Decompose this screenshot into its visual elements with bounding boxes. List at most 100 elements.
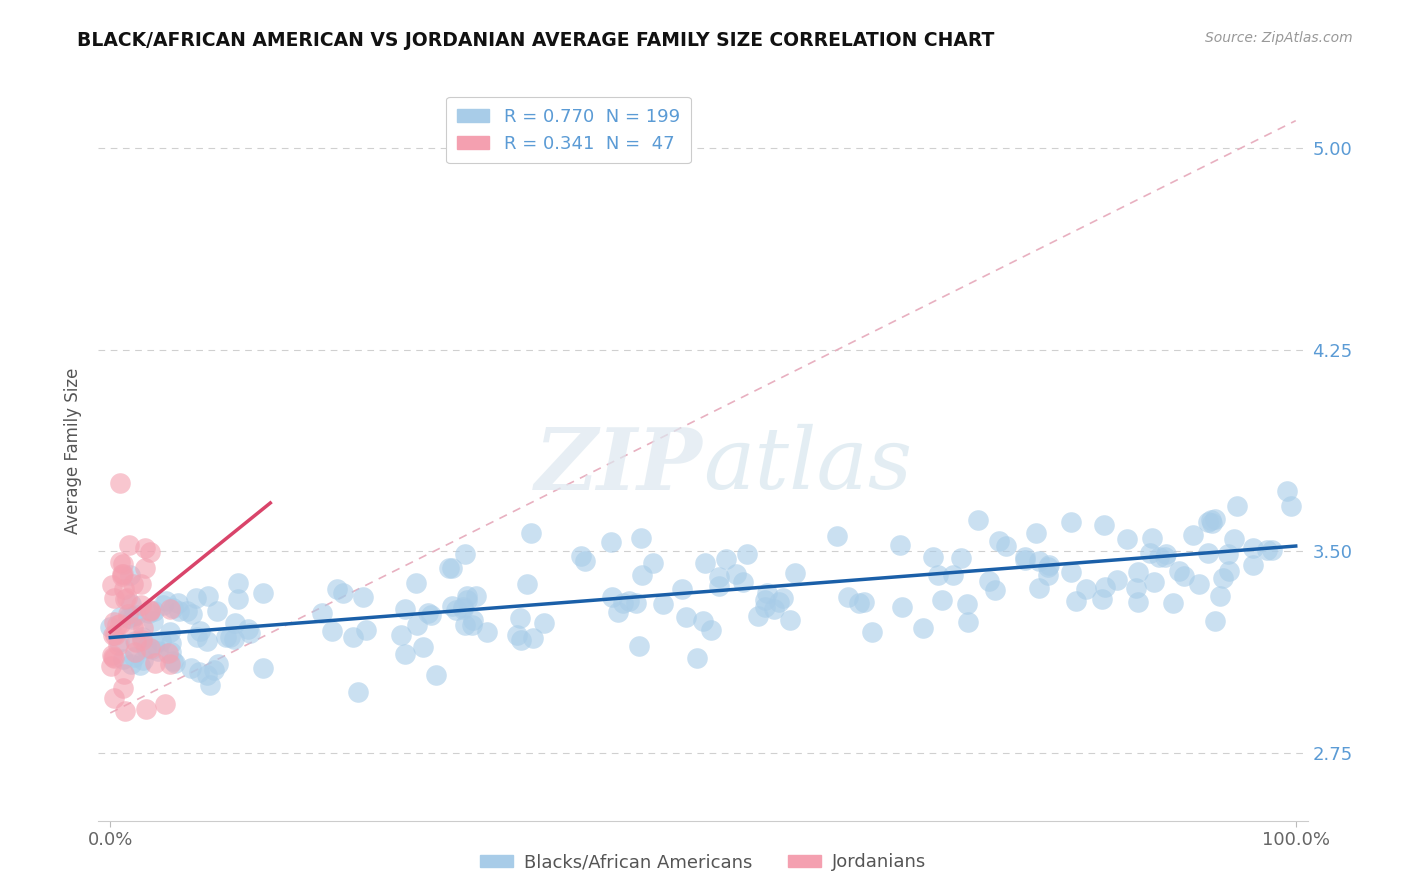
Point: [967, 513, 990, 527]
Point: [101, 628, 124, 642]
Point: [425, 668, 447, 682]
Point: [138, 606, 160, 620]
Point: [599, 534, 621, 549]
Point: [143, 637, 166, 651]
Point: [890, 599, 912, 614]
Point: [1279, 499, 1302, 513]
Point: [1154, 547, 1177, 561]
Point: [987, 534, 1010, 549]
Point: [131, 576, 153, 591]
Point: [252, 586, 274, 600]
Point: [100, 659, 122, 673]
Point: [533, 615, 555, 630]
Point: [139, 640, 162, 655]
Point: [475, 624, 498, 639]
Point: [1197, 516, 1219, 530]
Point: [160, 645, 183, 659]
Point: [124, 633, 146, 648]
Point: [103, 651, 125, 665]
Point: [1188, 576, 1211, 591]
Point: [725, 566, 748, 581]
Point: [347, 685, 370, 699]
Point: [837, 590, 859, 604]
Point: [1226, 500, 1249, 514]
Point: [652, 597, 675, 611]
Point: [1014, 553, 1036, 567]
Point: [1163, 596, 1185, 610]
Point: [956, 597, 979, 611]
Point: [456, 593, 478, 607]
Point: [103, 690, 125, 705]
Point: [159, 657, 181, 671]
Point: [768, 595, 790, 609]
Point: [111, 566, 134, 581]
Point: [1218, 564, 1240, 578]
Point: [195, 668, 218, 682]
Point: [1241, 541, 1264, 556]
Point: [451, 602, 474, 616]
Point: [456, 589, 478, 603]
Point: [412, 640, 434, 654]
Point: [207, 604, 229, 618]
Point: [1126, 566, 1149, 580]
Point: [104, 627, 127, 641]
Point: [922, 549, 945, 564]
Legend: Blacks/African Americans, Jordanians: Blacks/African Americans, Jordanians: [472, 847, 934, 879]
Point: [125, 608, 148, 623]
Point: [108, 609, 131, 624]
Point: [1128, 595, 1150, 609]
Point: [131, 632, 153, 647]
Point: [460, 618, 482, 632]
Point: [162, 654, 184, 668]
Point: [731, 574, 754, 589]
Point: [342, 630, 364, 644]
Point: [1059, 516, 1081, 530]
Point: [451, 600, 474, 615]
Point: [103, 615, 125, 630]
Point: [1182, 528, 1205, 542]
Point: [111, 651, 134, 665]
Point: [186, 591, 208, 605]
Point: [152, 598, 174, 612]
Point: [1275, 484, 1298, 499]
Point: [112, 557, 135, 571]
Point: [1038, 558, 1060, 572]
Point: [707, 579, 730, 593]
Point: [1197, 546, 1219, 560]
Point: [848, 596, 870, 610]
Point: [103, 591, 125, 606]
Point: [569, 549, 592, 563]
Point: [228, 576, 250, 591]
Point: [352, 590, 374, 604]
Point: [1199, 513, 1222, 527]
Point: [686, 651, 709, 665]
Point: [157, 646, 180, 660]
Point: [143, 656, 166, 670]
Point: [624, 596, 647, 610]
Point: [176, 604, 198, 618]
Point: [716, 552, 738, 566]
Point: [1209, 590, 1232, 604]
Point: [239, 625, 262, 640]
Point: [692, 615, 714, 629]
Point: [454, 547, 477, 561]
Point: [693, 556, 716, 570]
Point: [950, 551, 973, 566]
Point: [120, 597, 142, 611]
Point: [215, 630, 238, 644]
Point: [600, 590, 623, 604]
Point: [121, 612, 143, 626]
Point: [612, 596, 634, 610]
Point: [853, 594, 876, 608]
Point: [163, 657, 186, 671]
Y-axis label: Average Family Size: Average Family Size: [65, 368, 83, 533]
Point: [190, 624, 212, 638]
Point: [763, 602, 786, 616]
Point: [772, 591, 794, 605]
Point: [128, 658, 150, 673]
Point: [134, 560, 156, 574]
Point: [129, 598, 152, 612]
Point: [138, 605, 160, 619]
Point: [957, 615, 980, 629]
Point: [122, 649, 145, 664]
